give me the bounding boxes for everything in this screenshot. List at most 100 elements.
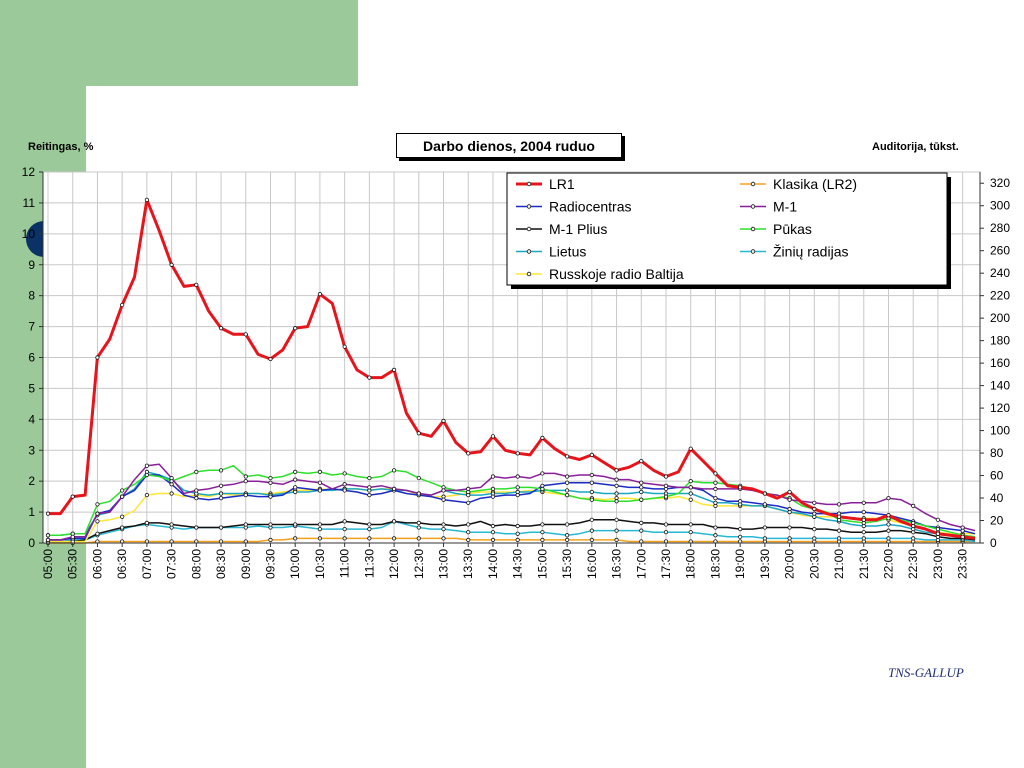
data-point [466, 486, 471, 491]
data-point [836, 536, 842, 541]
data-point [738, 526, 743, 532]
y2-tick-label: 120 [990, 401, 1010, 415]
data-point [540, 537, 545, 543]
x-tick-label: 08:30 [214, 549, 228, 579]
data-point [95, 502, 100, 507]
data-point [120, 525, 125, 530]
data-point [367, 522, 372, 527]
x-tick-label: 15:30 [560, 549, 574, 579]
series-line [48, 463, 976, 541]
data-point [812, 500, 817, 505]
series-M-1 Plius [45, 517, 976, 544]
legend-marker [750, 204, 756, 209]
data-point [95, 519, 100, 524]
band-corner [86, 86, 120, 120]
data-point [861, 536, 866, 541]
x-tick-label: 19:30 [758, 549, 772, 579]
legend-item: Lietus [516, 244, 586, 260]
legend-item: Russkoje radio Baltija [516, 266, 684, 282]
data-point [589, 517, 594, 522]
data-point [45, 533, 51, 538]
legend-label: Žinių radijas [773, 244, 848, 260]
y2-tick-label: 40 [990, 491, 1004, 505]
legend-box [506, 172, 948, 286]
y2-tick-label: 20 [990, 514, 1004, 528]
data-point [663, 483, 669, 488]
data-point [861, 500, 866, 505]
y-tick-label: 3 [28, 443, 35, 457]
data-point [861, 509, 866, 515]
data-point [466, 522, 471, 527]
series-line [48, 519, 976, 543]
data-point [391, 468, 397, 473]
data-point [466, 500, 471, 505]
legend-item: Klasika (LR2) [740, 176, 857, 192]
data-point [194, 525, 199, 530]
data-point [268, 494, 273, 499]
data-point [144, 197, 149, 202]
data-point [293, 326, 298, 331]
data-point [614, 477, 619, 482]
legend-item: Radiocentras [516, 199, 632, 215]
data-point [243, 332, 248, 337]
data-point [515, 523, 520, 529]
data-point [416, 491, 421, 496]
data-point [639, 497, 644, 502]
legend-item: Žinių radijas [740, 244, 848, 260]
legend-marker [526, 249, 532, 254]
data-point [886, 528, 891, 533]
data-point [787, 525, 792, 530]
y-tick-label: 8 [28, 289, 35, 303]
data-point [688, 497, 693, 502]
y2-tick-label: 80 [990, 446, 1004, 460]
data-point [169, 491, 174, 496]
legend-label: LR1 [549, 176, 575, 192]
data-point [515, 485, 520, 490]
data-point [391, 486, 397, 491]
data-point [416, 520, 421, 526]
data-point [243, 474, 248, 479]
y-tick-label: 9 [28, 258, 35, 272]
data-point [614, 468, 619, 473]
data-point [589, 489, 594, 495]
y2-tick-label: 280 [990, 221, 1010, 235]
data-point [416, 431, 421, 436]
data-point [812, 536, 817, 541]
data-point [144, 472, 149, 478]
y-axis-label-right: Auditorija, tūkst. [872, 141, 959, 153]
y-tick-label: 7 [28, 320, 35, 334]
x-tick-label: 22:00 [881, 549, 895, 579]
data-point [268, 356, 273, 362]
x-tick-label: 17:30 [659, 549, 673, 579]
data-point [614, 528, 619, 533]
data-point [812, 506, 817, 512]
data-point [293, 469, 298, 474]
x-tick-label: 12:00 [387, 549, 401, 579]
data-point [268, 475, 273, 481]
data-point [787, 489, 792, 495]
data-point [120, 514, 125, 519]
x-tick-label: 07:00 [140, 549, 154, 579]
data-point [243, 479, 248, 484]
legend-label: Lietus [549, 244, 586, 260]
data-point [639, 489, 644, 495]
data-point [466, 537, 471, 543]
x-tick-label: 07:30 [165, 549, 179, 579]
y-tick-label: 2 [28, 474, 35, 488]
data-point [317, 480, 323, 485]
data-point [565, 474, 570, 479]
data-point [317, 488, 323, 493]
data-point [614, 491, 619, 496]
data-point [441, 488, 446, 493]
data-point [713, 525, 718, 530]
data-point [441, 497, 446, 502]
data-point [441, 526, 446, 532]
data-point [738, 485, 743, 490]
data-point [243, 492, 248, 498]
x-tick-label: 15:00 [535, 549, 549, 579]
data-point [960, 525, 965, 530]
data-point [391, 367, 397, 372]
series-Radiocentras [45, 472, 976, 543]
series-line [48, 537, 975, 544]
data-point [540, 530, 545, 535]
